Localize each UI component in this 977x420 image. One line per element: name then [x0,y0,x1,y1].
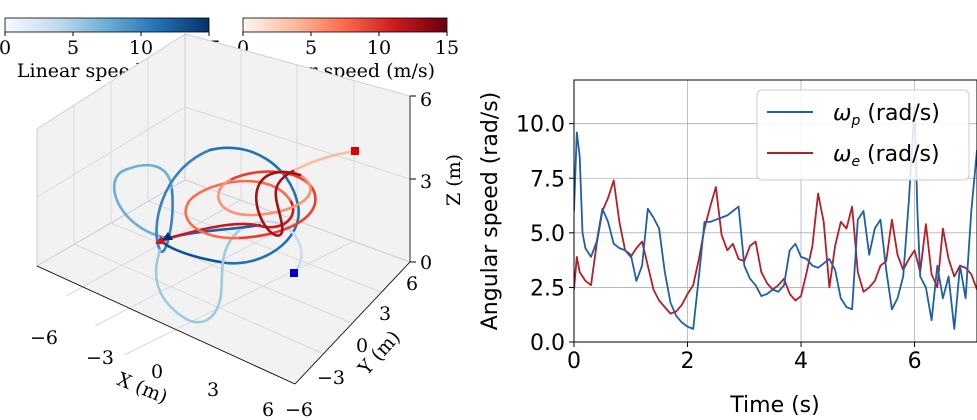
colorbar-blues-tick-10: 10 [129,37,153,59]
y-tick-label: 0.0 [530,331,565,356]
z-axis-label: Z (m) [443,154,465,206]
x-axis-label: Time (s) [729,393,819,418]
y-tick-label: 5.0 [530,222,565,247]
plot-ticks: 0 2 4 6 0.0 2.5 5.0 7.5 10.0 [516,113,922,374]
z-tick-6: 6 [420,89,432,111]
evader-trajectory [156,149,357,244]
legend-label-omega-p: ωp (rad/s) [833,101,940,129]
y-tick-label: 7.5 [530,167,565,192]
x-tick-label: 4 [794,349,808,374]
evader-segment [293,149,357,172]
y-tick-label: 10.0 [516,113,565,138]
y-tick-label: 2.5 [530,276,565,301]
x-tick-0: 0 [151,361,163,383]
evader-segment [228,170,317,240]
x-tick-neg3: −3 [86,347,114,369]
z-tick-3: 3 [420,171,432,193]
colorbar-reds-tick-10: 10 [367,37,391,59]
colorbar-reds-tick-5: 5 [305,37,317,59]
pane-grid [36,49,411,356]
z-tick-0: 0 [420,252,432,274]
y-tick-neg3: −3 [317,367,345,389]
x-tick-6: 6 [262,399,274,420]
evader-segment [156,198,295,244]
evader-segment [217,173,312,217]
colorbar-blues-bar [4,17,210,33]
x-tick-neg6: −6 [30,327,58,349]
x-tick-label: 0 [567,349,581,374]
pursuer-segment [113,163,174,240]
x-tick-3: 3 [207,379,219,401]
evader-segment [255,168,302,237]
start-triangle-blue [162,232,173,240]
y-tick-0: 0 [356,335,368,357]
legend-label-omega-e: ωe (rad/s) [833,142,940,170]
plot-3d: 0 3 6 Z (m) −6 −3 0 3 6 X (m) −6 −3 0 3 … [30,33,465,420]
x-tick-label: 2 [681,349,695,374]
colorbar-blues-tick-0: 0 [0,37,11,59]
plot-angular-speed: 0 2 4 6 0.0 2.5 5.0 7.5 10.0 Angular speed (rad/… [478,79,977,418]
y-axis-label: Angular speed (rad/s) [478,92,503,331]
plot-frame [573,79,977,343]
start-triangle-red [155,236,166,244]
colorbar-reds-tick-15: 15 [435,37,459,59]
pursuer-segment [238,220,303,276]
y-tick-3: 3 [379,303,391,325]
x-tick-label: 6 [908,349,922,374]
pursuer-segment [154,228,242,324]
y-tick-6: 6 [406,273,418,295]
legend: ωp (rad/s) ωe (rad/s) [756,89,970,181]
evader-segment [184,179,292,240]
colorbar-blues-tick-5: 5 [67,37,79,59]
y-tick-neg6: −6 [285,399,313,420]
end-square-red [351,147,359,155]
colorbar-reds-bar [242,17,448,33]
end-square-blue [290,269,298,277]
